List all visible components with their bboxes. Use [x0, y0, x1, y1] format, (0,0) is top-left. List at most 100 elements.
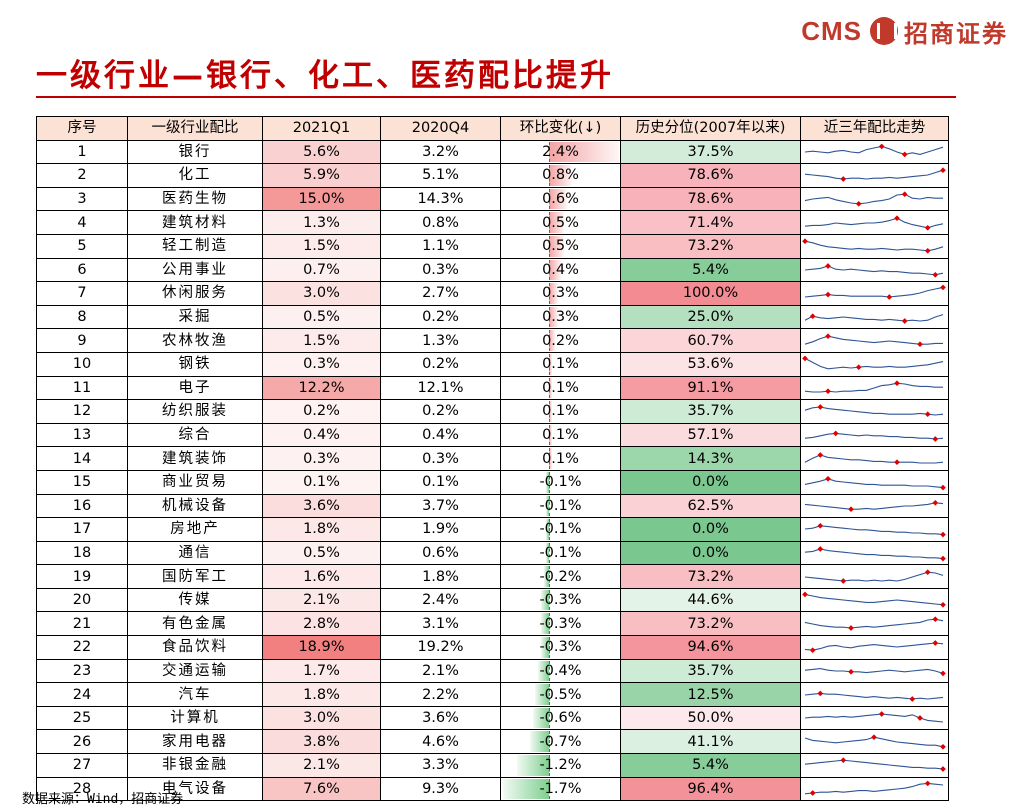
- row-hoh-change: -0.7%: [500, 729, 621, 755]
- row-no: 3: [36, 186, 128, 212]
- table-row: 10 钢铁 0.3% 0.2% 0.1% 53.6%: [36, 351, 949, 377]
- hoh-bar: [538, 660, 549, 682]
- hoh-value: 0.8%: [542, 167, 579, 184]
- hoh-axis: [549, 637, 551, 658]
- trend-line: [804, 782, 944, 795]
- row-2021q1: 1.8%: [262, 517, 381, 542]
- hoh-axis: [549, 330, 551, 351]
- row-trend: [800, 469, 949, 495]
- trend-marker: [809, 790, 816, 796]
- row-industry: 纺织服装: [127, 399, 263, 424]
- row-no: 15: [36, 469, 128, 495]
- table-row: 12 纺织服装 0.2% 0.2% 0.1% 35.7%: [36, 399, 949, 424]
- trend-marker: [802, 238, 808, 245]
- table-row: 22 食品饮料 18.9% 19.2% -0.3% 94.6%: [36, 635, 949, 660]
- row-no: 13: [36, 422, 128, 448]
- row-hoh-change: 0.1%: [500, 375, 621, 401]
- row-2021q1: 3.6%: [262, 493, 381, 519]
- row-hoh-change: 0.3%: [500, 281, 621, 306]
- hoh-bar: [549, 188, 567, 210]
- row-2020q4: 0.1%: [380, 469, 501, 495]
- trend-sparkline: [804, 640, 944, 654]
- row-2021q1: 3.0%: [262, 705, 381, 731]
- trend-line: [804, 618, 944, 629]
- trend-marker: [940, 532, 946, 538]
- hoh-axis: [549, 495, 551, 517]
- hoh-value: -0.1%: [539, 521, 582, 538]
- row-hist-percentile: 100.0%: [620, 281, 801, 306]
- trend-marker: [932, 616, 939, 622]
- row-hoh-change: 0.1%: [500, 422, 621, 448]
- row-industry: 房地产: [127, 517, 263, 542]
- trend-marker: [840, 176, 847, 183]
- row-2021q1: 1.5%: [262, 328, 381, 353]
- hoh-axis: [549, 212, 551, 233]
- row-hist-percentile: 73.2%: [620, 233, 801, 259]
- hoh-axis: [549, 613, 551, 635]
- hoh-value: 0.1%: [542, 379, 579, 396]
- row-industry: 休闲服务: [127, 281, 263, 306]
- row-2020q4: 14.3%: [380, 186, 501, 212]
- row-hist-percentile: 94.6%: [620, 635, 801, 660]
- table-row: 19 国防军工 1.6% 1.8% -0.2% 73.2%: [36, 564, 949, 589]
- row-hoh-change: 0.5%: [500, 210, 621, 235]
- row-2020q4: 0.2%: [380, 304, 501, 330]
- row-2020q4: 9.3%: [380, 776, 501, 802]
- row-no: 19: [36, 564, 128, 589]
- trend-marker: [917, 341, 923, 347]
- row-no: 27: [36, 753, 128, 778]
- row-hist-percentile: 37.5%: [620, 139, 801, 165]
- row-hoh-change: -0.1%: [500, 540, 621, 566]
- row-no: 21: [36, 611, 128, 637]
- row-hist-percentile: 78.6%: [620, 163, 801, 188]
- hoh-value: -0.4%: [539, 662, 582, 679]
- trend-marker: [901, 318, 908, 324]
- trend-marker: [932, 499, 939, 506]
- trend-sparkline: [804, 451, 944, 465]
- row-2020q4: 0.8%: [380, 210, 501, 235]
- row-industry: 商业贸易: [127, 469, 263, 495]
- row-hist-percentile: 62.5%: [620, 493, 801, 519]
- hoh-bar: [503, 778, 549, 800]
- hoh-value: -1.7%: [539, 780, 582, 797]
- row-no: 6: [36, 257, 128, 283]
- hoh-bar: [549, 330, 555, 351]
- trend-marker: [848, 668, 854, 675]
- trend-sparkline: [804, 313, 944, 324]
- row-hoh-change: 0.1%: [500, 446, 621, 471]
- row-trend: [800, 210, 949, 235]
- row-2021q1: 0.5%: [262, 540, 381, 566]
- row-industry: 非银金融: [127, 753, 263, 778]
- row-2021q1: 3.8%: [262, 729, 381, 755]
- row-2021q1: 15.0%: [262, 186, 381, 212]
- row-2020q4: 3.7%: [380, 493, 501, 519]
- row-industry: 钢铁: [127, 351, 263, 377]
- hoh-bar: [549, 353, 552, 375]
- trend-line: [804, 667, 944, 674]
- row-2021q1: 0.5%: [262, 304, 381, 330]
- hoh-axis: [549, 165, 551, 186]
- row-hist-percentile: 73.2%: [620, 611, 801, 637]
- hoh-axis: [549, 353, 551, 375]
- trend-marker: [802, 591, 808, 598]
- row-trend: [800, 163, 949, 188]
- row-hoh-change: 0.4%: [500, 257, 621, 283]
- hoh-bar: [546, 542, 549, 564]
- row-industry: 采掘: [127, 304, 263, 330]
- row-no: 12: [36, 399, 128, 424]
- row-industry: 电气设备: [127, 776, 263, 802]
- hoh-value: -0.2%: [539, 568, 582, 585]
- row-no: 28: [36, 776, 128, 802]
- hoh-value: 0.5%: [542, 238, 579, 255]
- hoh-value: 2.4%: [542, 143, 579, 160]
- row-2020q4: 1.1%: [380, 233, 501, 259]
- hoh-axis: [549, 542, 551, 564]
- source-note: 数据来源：Wind，招商证券: [22, 792, 184, 807]
- row-no: 2: [36, 163, 128, 188]
- row-industry: 计算机: [127, 705, 263, 731]
- table-row: 28 电气设备 7.6% 9.3% -1.7% 96.4%: [36, 776, 949, 802]
- row-industry: 汽车: [127, 682, 263, 707]
- hoh-axis: [549, 188, 551, 210]
- hoh-value: 0.1%: [542, 356, 579, 373]
- row-trend: [800, 328, 949, 353]
